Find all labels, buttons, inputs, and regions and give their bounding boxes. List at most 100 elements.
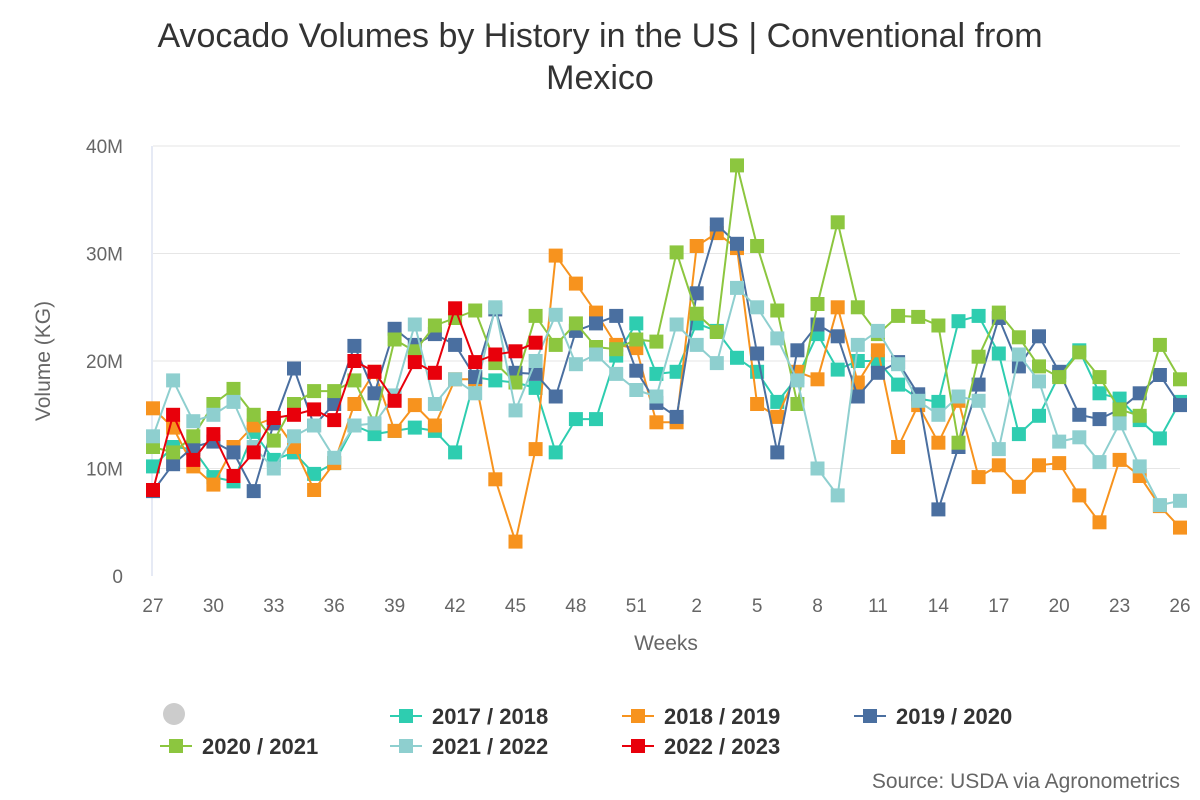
data-point[interactable]	[1132, 408, 1147, 423]
data-point[interactable]	[508, 344, 523, 359]
data-point[interactable]	[991, 305, 1006, 320]
data-point[interactable]	[1072, 407, 1087, 422]
data-point[interactable]	[931, 394, 946, 409]
data-point[interactable]	[307, 483, 322, 497]
data-point[interactable]	[548, 307, 563, 322]
data-point[interactable]	[1132, 386, 1147, 401]
data-point[interactable]	[750, 397, 765, 411]
data-point[interactable]	[206, 477, 221, 492]
data-point[interactable]	[1092, 455, 1107, 470]
data-point[interactable]	[488, 472, 503, 487]
data-point[interactable]	[488, 373, 503, 388]
data-point[interactable]	[367, 364, 382, 379]
data-point[interactable]	[387, 332, 402, 347]
data-point[interactable]	[931, 407, 946, 422]
data-point[interactable]	[1011, 427, 1026, 442]
data-point[interactable]	[951, 314, 966, 329]
data-point[interactable]	[508, 375, 523, 390]
data-point[interactable]	[508, 534, 523, 549]
data-point[interactable]	[407, 344, 422, 359]
data-point[interactable]	[609, 342, 624, 357]
data-point[interactable]	[669, 317, 684, 332]
data-point[interactable]	[548, 337, 563, 352]
data-point[interactable]	[367, 386, 382, 401]
data-point[interactable]	[166, 445, 181, 460]
data-point[interactable]	[629, 363, 644, 378]
data-point[interactable]	[589, 316, 603, 331]
data-point[interactable]	[347, 397, 362, 411]
data-point[interactable]	[166, 457, 181, 472]
data-point[interactable]	[991, 442, 1006, 457]
data-point[interactable]	[770, 331, 785, 346]
data-point[interactable]	[568, 276, 583, 291]
legend-item[interactable]: 2020 / 2021	[160, 734, 318, 759]
data-point[interactable]	[1173, 372, 1187, 387]
data-point[interactable]	[307, 418, 322, 433]
legend-item[interactable]: 2018 / 2019	[622, 704, 780, 729]
data-point[interactable]	[609, 366, 624, 381]
data-point[interactable]	[1152, 498, 1167, 513]
data-point[interactable]	[468, 355, 483, 370]
data-point[interactable]	[891, 357, 906, 372]
data-point[interactable]	[951, 389, 966, 404]
data-point[interactable]	[347, 418, 362, 433]
data-point[interactable]	[266, 433, 281, 448]
data-point[interactable]	[347, 338, 362, 353]
data-point[interactable]	[971, 393, 986, 408]
data-point[interactable]	[226, 381, 241, 396]
data-point[interactable]	[568, 316, 583, 331]
data-point[interactable]	[770, 303, 785, 318]
data-point[interactable]	[1011, 479, 1026, 494]
data-point[interactable]	[1032, 329, 1046, 344]
data-point[interactable]	[669, 364, 684, 379]
data-point[interactable]	[387, 321, 402, 336]
data-point[interactable]	[911, 393, 926, 408]
data-point[interactable]	[830, 215, 845, 230]
data-point[interactable]	[971, 349, 986, 364]
data-point[interactable]	[146, 483, 160, 497]
data-point[interactable]	[730, 236, 744, 251]
data-point[interactable]	[850, 300, 865, 315]
data-point[interactable]	[850, 337, 865, 352]
data-point[interactable]	[186, 414, 201, 429]
data-point[interactable]	[367, 427, 382, 442]
data-point[interactable]	[528, 442, 543, 457]
data-point[interactable]	[1152, 368, 1167, 382]
data-point[interactable]	[246, 407, 261, 422]
data-point[interactable]	[407, 398, 422, 413]
data-point[interactable]	[1112, 416, 1127, 431]
data-point[interactable]	[790, 397, 805, 411]
data-point[interactable]	[589, 305, 603, 320]
data-point[interactable]	[146, 440, 160, 454]
data-point[interactable]	[870, 343, 885, 358]
data-point[interactable]	[508, 403, 523, 418]
data-point[interactable]	[649, 334, 664, 349]
data-point[interactable]	[186, 452, 201, 467]
data-point[interactable]	[870, 365, 885, 380]
data-point[interactable]	[1112, 402, 1127, 417]
legend-item[interactable]: 2021 / 2022	[390, 734, 548, 759]
data-point[interactable]	[427, 397, 442, 411]
data-point[interactable]	[629, 316, 644, 331]
data-point[interactable]	[830, 488, 845, 503]
data-point[interactable]	[891, 377, 906, 392]
data-point[interactable]	[427, 365, 442, 380]
data-point[interactable]	[528, 308, 543, 323]
data-point[interactable]	[971, 470, 986, 485]
data-point[interactable]	[1011, 330, 1026, 345]
data-point[interactable]	[528, 354, 543, 368]
data-point[interactable]	[991, 458, 1006, 473]
data-point[interactable]	[810, 372, 825, 387]
data-point[interactable]	[528, 335, 543, 350]
data-point[interactable]	[367, 416, 382, 431]
data-point[interactable]	[226, 469, 241, 483]
data-point[interactable]	[1092, 515, 1107, 530]
data-point[interactable]	[206, 407, 221, 422]
data-point[interactable]	[1032, 359, 1046, 374]
data-point[interactable]	[830, 329, 845, 344]
data-point[interactable]	[1072, 345, 1087, 360]
data-point[interactable]	[287, 361, 301, 376]
data-point[interactable]	[206, 397, 221, 411]
data-point[interactable]	[347, 373, 362, 388]
data-point[interactable]	[689, 286, 704, 301]
